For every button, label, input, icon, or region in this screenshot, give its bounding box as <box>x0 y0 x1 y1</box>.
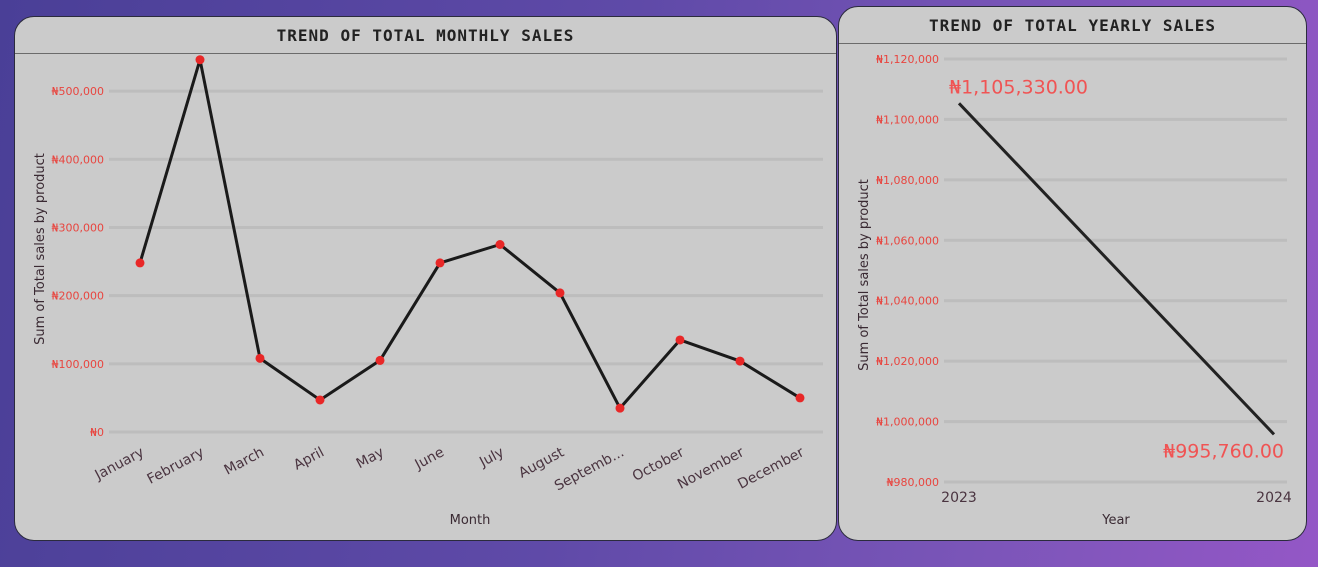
x-axis-title: Month <box>450 513 491 528</box>
x-tick-label: April <box>291 444 327 473</box>
y-tick-label: ₦1,120,000 <box>876 53 939 66</box>
y-tick-label: ₦980,000 <box>887 476 940 489</box>
y-tick-label: ₦200,000 <box>52 290 105 303</box>
x-tick-label: 2023 <box>941 490 977 506</box>
y-tick-label: ₦0 <box>90 426 104 439</box>
data-point <box>315 395 325 405</box>
x-tick-label: February <box>145 444 207 487</box>
data-point <box>435 258 445 268</box>
y-axis-title: Sum of Total sales by product <box>33 153 48 345</box>
y-tick-label: ₦300,000 <box>52 221 105 234</box>
data-point <box>255 353 265 363</box>
x-axis-title: Year <box>1101 513 1130 528</box>
y-axis-title: Sum of Total sales by product <box>857 179 872 371</box>
yearly-sales-panel: TREND OF TOTAL YEARLY SALES ₦980,000 ₦1,0… <box>838 6 1307 541</box>
data-point <box>555 288 565 298</box>
yearly-sales-chart: ₦980,000 ₦1,000,000 ₦1,020,000 ₦1,040,000 ₦1… <box>857 53 1292 528</box>
x-tick-label: December <box>735 444 807 492</box>
x-tick-label: November <box>675 444 747 492</box>
x-tick-label: March <box>222 444 267 478</box>
x-tick-label: July <box>476 444 507 470</box>
data-point <box>675 335 685 345</box>
data-point <box>195 55 205 65</box>
x-tick-label: June <box>412 444 447 473</box>
data-point <box>735 356 745 366</box>
data-label: ₦1,105,330.00 <box>949 76 1088 98</box>
data-point <box>795 393 805 403</box>
y-tick-label: ₦1,060,000 <box>876 234 939 247</box>
monthly-sales-panel: TREND OF TOTAL MONTHLY SALES ₦0 ₦100,000 ₦… <box>14 16 837 541</box>
y-tick-label: ₦1,040,000 <box>876 295 939 308</box>
y-tick-label: ₦1,100,000 <box>876 113 939 126</box>
data-point <box>615 403 625 413</box>
y-tick-label: ₦1,000,000 <box>876 416 939 429</box>
y-tick-label: ₦100,000 <box>52 358 105 371</box>
x-tick-label: 2024 <box>1256 490 1292 506</box>
data-point <box>495 240 505 249</box>
y-tick-label: ₦1,020,000 <box>876 355 939 368</box>
y-tick-label: ₦400,000 <box>52 153 105 166</box>
y-tick-label: ₦500,000 <box>52 85 105 98</box>
monthly-chart-title: TREND OF TOTAL MONTHLY SALES <box>15 17 836 54</box>
data-point <box>135 258 145 268</box>
series-line <box>138 58 801 410</box>
data-point <box>375 355 385 365</box>
data-label: ₦995,760.00 <box>1163 440 1284 462</box>
monthly-sales-chart: ₦0 ₦100,000 ₦200,000 ₦300,000 ₦400,000 ₦500,0… <box>33 55 823 528</box>
yearly-chart-title: TREND OF TOTAL YEARLY SALES <box>839 7 1306 44</box>
series-line <box>957 102 1276 436</box>
x-tick-label: May <box>354 444 387 472</box>
y-tick-label: ₦1,080,000 <box>876 174 939 187</box>
x-tick-label: January <box>92 444 147 484</box>
